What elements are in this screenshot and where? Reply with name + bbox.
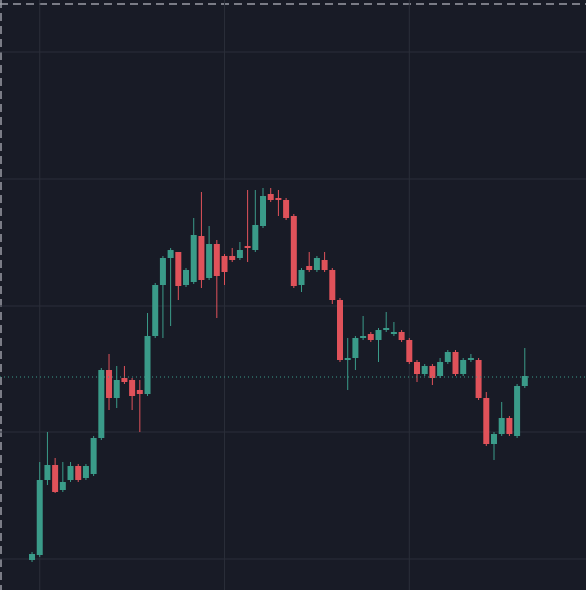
candle-body <box>106 370 113 398</box>
candle-body <box>475 360 482 398</box>
candle-body <box>183 270 190 285</box>
candle-body <box>98 370 105 438</box>
candle-body <box>429 366 436 378</box>
candle-body <box>229 256 236 260</box>
candle-body <box>213 244 220 276</box>
candle-body <box>260 196 267 226</box>
candle-body <box>352 338 359 358</box>
candle-body <box>298 270 305 285</box>
candle-body <box>313 258 320 270</box>
candle-body <box>375 330 382 340</box>
candle-body <box>360 336 367 338</box>
candle-body <box>136 390 143 394</box>
candle-body <box>437 362 444 376</box>
candle-body <box>337 300 344 360</box>
candle-body <box>121 378 128 382</box>
candle-body <box>59 482 66 490</box>
candle-body <box>398 332 405 340</box>
candle-body <box>267 194 274 200</box>
candle-body <box>82 466 89 478</box>
candle-body <box>506 418 513 434</box>
candle-body <box>521 376 528 386</box>
candle-body <box>483 398 490 444</box>
candle-body <box>283 200 290 218</box>
candle-body <box>460 360 467 374</box>
candle-body <box>236 250 243 258</box>
candle-body <box>44 465 51 480</box>
candle-body <box>383 328 390 330</box>
candle-body <box>406 340 413 362</box>
candle-body <box>221 256 228 272</box>
candle-body <box>90 438 97 474</box>
candle-body <box>152 285 159 336</box>
candle-body <box>390 332 397 334</box>
candle-body <box>175 252 182 286</box>
candle-body <box>167 250 174 258</box>
candle-body <box>344 358 351 360</box>
candle-body <box>75 466 82 480</box>
candle-body <box>252 225 259 250</box>
candle-body <box>36 480 43 555</box>
candle-body <box>190 235 197 282</box>
candle-body <box>514 386 521 436</box>
candle-body <box>329 270 336 300</box>
candle-body <box>290 216 297 286</box>
candle-body <box>129 380 136 396</box>
candle-body <box>159 258 166 285</box>
candle-body <box>244 246 251 248</box>
candle-body <box>421 366 428 374</box>
candle-body <box>321 260 328 270</box>
candle-body <box>29 554 36 560</box>
candle-body <box>206 244 213 278</box>
candle-body <box>113 380 120 398</box>
candle-body <box>452 352 459 374</box>
candle-body <box>52 465 59 492</box>
candle-body <box>306 266 313 270</box>
candle-body <box>67 466 74 480</box>
candle-body <box>413 362 420 374</box>
candle-body <box>467 358 474 360</box>
candle-body <box>198 236 205 280</box>
candle-body <box>275 198 282 200</box>
candle-body <box>490 434 497 444</box>
candle-body <box>498 418 505 434</box>
candle-body <box>144 336 151 394</box>
candle-body <box>367 334 374 340</box>
candle-body <box>444 352 451 362</box>
